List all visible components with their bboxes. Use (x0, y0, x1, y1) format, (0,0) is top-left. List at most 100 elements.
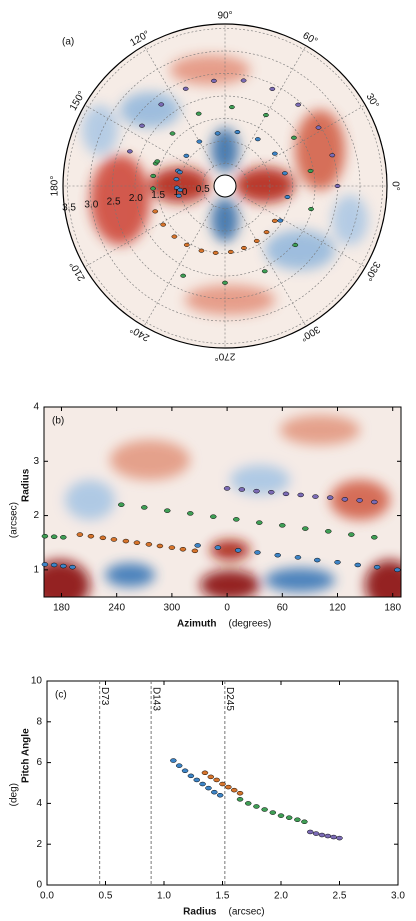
y-tick-label: 6 (36, 757, 42, 768)
arm-point (277, 218, 284, 223)
data-point (354, 562, 362, 568)
data-point (236, 790, 244, 796)
r-tick-label: 1.5 (151, 190, 165, 201)
grid-circle (179, 140, 271, 232)
y-tick-label: 0 (36, 880, 42, 891)
x-tick-label: 0 (224, 603, 230, 614)
arm-point (176, 170, 183, 175)
data-point (336, 835, 343, 841)
data-point (122, 538, 130, 544)
arm-point (334, 183, 341, 189)
data-point (60, 563, 67, 569)
data-point (170, 758, 177, 763)
x-tick-label: 1.0 (157, 891, 171, 902)
arm-point (182, 86, 189, 91)
data-point (216, 792, 224, 798)
y-tick-label: 3 (33, 456, 39, 467)
data-point (277, 813, 285, 818)
data-point (356, 498, 363, 503)
grid-ray (244, 104, 366, 176)
data-point (302, 526, 309, 531)
data-point (269, 810, 277, 815)
data-point (156, 543, 164, 549)
data-point (279, 523, 286, 528)
arm-point (234, 130, 241, 135)
data-point (297, 492, 304, 498)
data-point (187, 773, 195, 779)
arm-point (177, 187, 184, 192)
y-axis-label: Pitch Angle (21, 728, 32, 783)
reference-label: D143 (150, 687, 161, 711)
data-point (312, 831, 320, 836)
x-tick-label: 1.5 (216, 891, 230, 902)
reference-label: D73 (99, 687, 110, 706)
x-tick-label: 3.0 (391, 891, 405, 902)
grid-ray (143, 205, 215, 327)
arm-point (240, 78, 247, 83)
arm-point (173, 177, 180, 182)
data-point (50, 562, 58, 568)
data-point (234, 548, 242, 553)
data-point (76, 532, 84, 537)
data-point (141, 505, 148, 510)
arm-point (139, 123, 145, 128)
arm-point (212, 250, 219, 255)
x-tick-label: 180 (384, 603, 401, 614)
arm-point (180, 273, 187, 278)
polar-frame (62, 23, 388, 349)
arm-point (171, 234, 178, 239)
grid-ray (84, 104, 206, 176)
arm-point (292, 242, 299, 248)
y-tick-label: 10 (31, 676, 43, 687)
data-point (254, 550, 261, 555)
plot-frame (43, 406, 402, 598)
arm-point (261, 269, 268, 274)
arm-point (271, 151, 278, 156)
arm-point (229, 105, 235, 110)
data-point (214, 545, 222, 550)
r-tick-label: 3.5 (62, 203, 76, 214)
arm-point (295, 102, 302, 107)
arm-point (169, 131, 176, 136)
data-point (268, 489, 275, 495)
data-point (210, 514, 217, 519)
data-point (194, 543, 201, 548)
arm-point (308, 207, 314, 212)
data-point (341, 497, 349, 502)
angle-tick-label: 180° (50, 176, 61, 197)
data-point (307, 829, 314, 835)
x-axis-unit: (arcsec) (229, 907, 265, 918)
y-tick-label: 4 (33, 402, 39, 413)
data-point (371, 499, 378, 505)
y-tick-label: 2 (33, 510, 39, 521)
arm-point (263, 230, 270, 235)
data-point (371, 535, 378, 540)
data-point (201, 770, 209, 776)
x-tick-label: 180 (53, 603, 70, 614)
data-point (326, 495, 334, 500)
data-point (238, 487, 246, 492)
data-point (373, 564, 381, 570)
grid-ray (235, 205, 307, 327)
x-tick-label: 240 (108, 603, 125, 614)
data-point (205, 785, 212, 791)
r-tick-label: 0.5 (196, 184, 210, 195)
data-point (348, 532, 355, 537)
panel-label: (b) (52, 416, 64, 427)
arm-point (158, 102, 165, 107)
arm-point (196, 139, 203, 144)
data-point (253, 804, 260, 809)
y-axis-unit: (arcsec) (9, 502, 20, 538)
grid-ray (143, 45, 215, 167)
arm-point (269, 86, 276, 91)
y-axis-unit: (deg) (9, 783, 20, 806)
data-point (110, 537, 118, 542)
arm-point (195, 111, 202, 116)
data-point (118, 502, 125, 507)
data-point (41, 533, 49, 539)
data-point (99, 535, 107, 541)
r-tick-label: 3.0 (84, 199, 98, 210)
data-point (187, 511, 194, 516)
data-point (213, 777, 220, 783)
